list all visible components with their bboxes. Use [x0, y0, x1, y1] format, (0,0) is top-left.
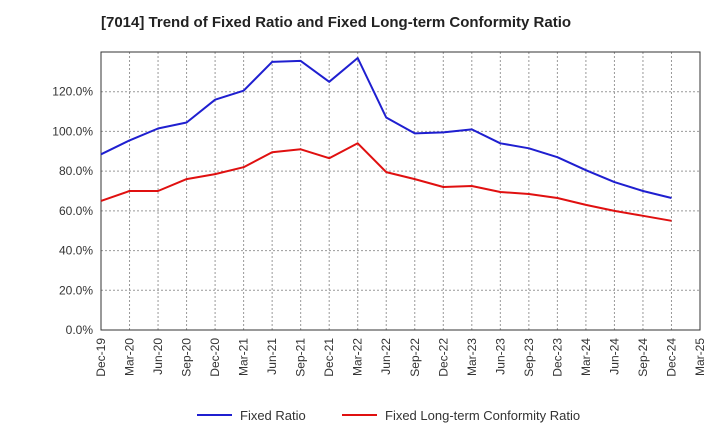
x-tick-label: Dec-21	[322, 338, 336, 377]
x-tick-label: Sep-23	[522, 338, 536, 377]
y-tick-label: 120.0%	[52, 85, 93, 99]
plot-area	[101, 52, 700, 330]
x-tick-label: Sep-20	[180, 338, 194, 377]
x-tick-label: Sep-24	[636, 338, 650, 377]
x-tick-label: Mar-24	[579, 338, 593, 376]
x-tick-label: Jun-24	[607, 338, 621, 375]
x-tick-label: Mar-25	[693, 338, 707, 376]
x-tick-label: Dec-24	[664, 338, 678, 377]
x-tick-label: Dec-22	[436, 338, 450, 377]
y-tick-label: 0.0%	[66, 323, 94, 337]
x-tick-label: Mar-23	[465, 338, 479, 376]
x-tick-label: Mar-20	[123, 338, 137, 376]
x-tick-label: Mar-21	[237, 338, 251, 376]
legend-label-1: Fixed Ratio	[240, 408, 306, 423]
x-tick-label: Dec-23	[550, 338, 564, 377]
x-tick-label: Jun-20	[151, 338, 165, 375]
y-tick-label: 60.0%	[59, 204, 93, 218]
x-tick-label: Jun-23	[493, 338, 507, 375]
x-tick-label: Sep-22	[408, 338, 422, 377]
y-tick-label: 40.0%	[59, 244, 93, 258]
x-tick-label: Dec-20	[208, 338, 222, 377]
series-line-1	[100, 57, 672, 199]
y-tick-label: 80.0%	[59, 164, 93, 178]
x-tick-label: Dec-19	[94, 338, 108, 377]
plot-border	[100, 51, 701, 331]
chart-title: [7014] Trend of Fixed Ratio and Fixed Lo…	[101, 14, 572, 31]
x-tick-label: Jun-22	[379, 338, 393, 375]
legend-label-2: Fixed Long-term Conformity Ratio	[385, 408, 580, 423]
y-tick-label: 20.0%	[59, 283, 93, 297]
x-tick-label: Sep-21	[294, 338, 308, 377]
x-tick-label: Mar-22	[351, 338, 365, 376]
series-line-2	[100, 142, 672, 222]
y-tick-label: 100.0%	[52, 124, 93, 138]
x-tick-label: Jun-21	[265, 338, 279, 375]
